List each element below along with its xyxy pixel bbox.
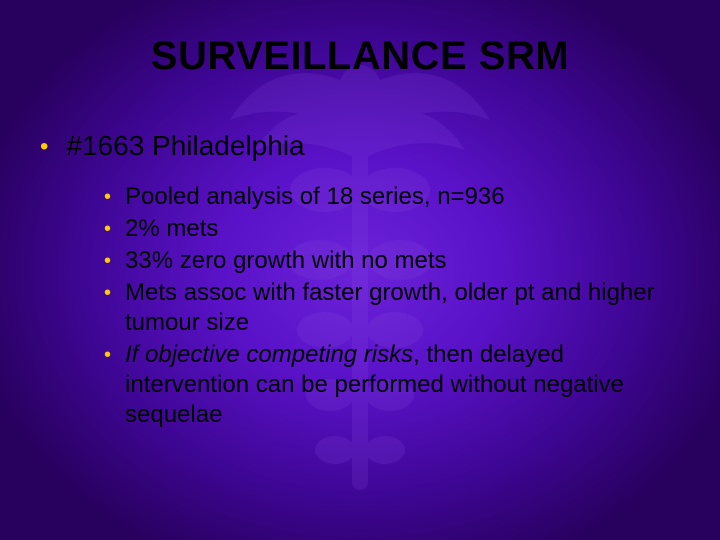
italic-phrase: If objective competing risks — [125, 341, 413, 368]
bullet-l2-text: 2% mets — [125, 214, 680, 244]
bullet-l2-text: Pooled analysis of 18 series, n=936 — [125, 182, 680, 212]
bullet-l2: • 2% mets — [104, 214, 680, 244]
slide-content: • #1663 Philadelphia • Pooled analysis o… — [40, 130, 680, 432]
bullet-icon: • — [40, 130, 48, 164]
bullet-l2: • Pooled analysis of 18 series, n=936 — [104, 182, 680, 212]
bullet-l2: • Mets assoc with faster growth, older p… — [104, 278, 680, 338]
sub-bullets: • Pooled analysis of 18 series, n=936 • … — [40, 182, 680, 430]
slide: SURVEILLANCE SRM • #1663 Philadelphia • … — [0, 0, 720, 540]
bullet-icon: • — [104, 182, 111, 212]
bullet-icon: • — [104, 340, 111, 370]
bullet-l1: • #1663 Philadelphia — [40, 130, 680, 164]
bullet-l2-text: If objective competing risks, then delay… — [125, 340, 680, 430]
bullet-l2: • If objective competing risks, then del… — [104, 340, 680, 430]
bullet-icon: • — [104, 214, 111, 244]
bullet-l1-text: #1663 Philadelphia — [66, 130, 304, 162]
bullet-l2: • 33% zero growth with no mets — [104, 246, 680, 276]
bullet-l2-text: Mets assoc with faster growth, older pt … — [125, 278, 680, 338]
bullet-l2-text: 33% zero growth with no mets — [125, 246, 680, 276]
slide-title: SURVEILLANCE SRM — [0, 34, 720, 79]
bullet-icon: • — [104, 278, 111, 308]
bullet-icon: • — [104, 246, 111, 276]
